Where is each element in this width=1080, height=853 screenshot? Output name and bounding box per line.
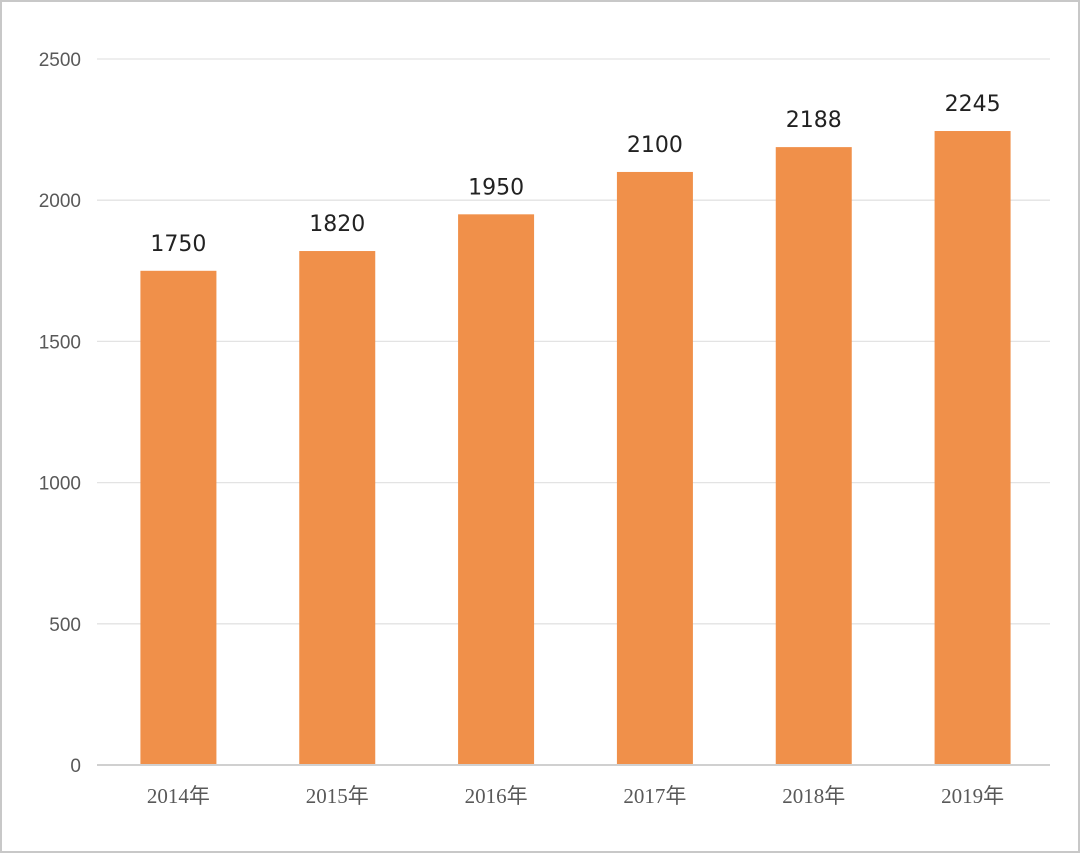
bar-2016年 [458, 214, 535, 765]
x-tick-label: 2018年 [782, 784, 845, 808]
x-tick-label: 2014年 [147, 784, 210, 808]
data-label: 1750 [150, 232, 206, 257]
bar-2019年 [934, 131, 1011, 766]
data-label: 1820 [309, 212, 365, 237]
data-label: 2188 [786, 108, 842, 133]
data-label: 2100 [627, 133, 683, 158]
x-tick-label: 2015年 [306, 784, 369, 808]
y-tick-label: 2500 [39, 50, 81, 71]
bar-2015年 [299, 251, 376, 766]
y-tick-label: 500 [49, 615, 81, 636]
y-tick-label: 1500 [39, 332, 81, 353]
y-tick-label: 1000 [39, 474, 81, 495]
x-tick-label: 2019年 [941, 784, 1004, 808]
bar-2017年 [616, 171, 693, 765]
bar-2014年 [140, 270, 217, 765]
x-tick-label: 2017年 [623, 784, 686, 808]
x-tick-label: 2016年 [465, 784, 528, 808]
data-label: 2245 [945, 92, 1001, 117]
data-label: 1950 [468, 175, 524, 200]
y-tick-label: 2000 [39, 191, 81, 212]
y-tick-label: 0 [70, 756, 81, 777]
bar-2018年 [775, 147, 852, 766]
